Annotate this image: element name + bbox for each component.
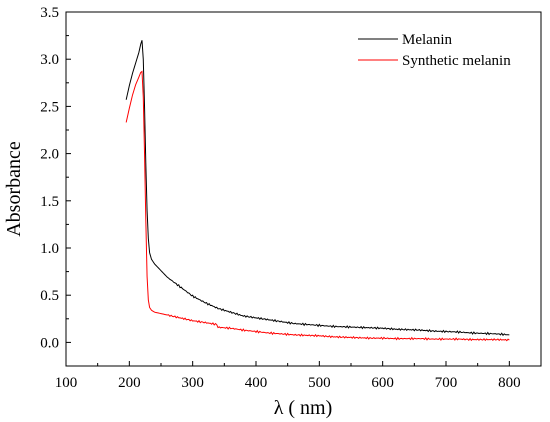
plot-frame: [65, 11, 542, 367]
y-tick-label: 2.0: [40, 147, 59, 163]
y-tick-label: 2.5: [40, 99, 59, 115]
plot-border: [65, 11, 542, 367]
x-tick-label: 800: [498, 375, 521, 391]
x-axis-title: λ ( nm): [274, 397, 333, 419]
legend: Melanin Synthetic melanin: [358, 32, 511, 69]
x-axis-ticks: 100 200 300 400 500 600 700 800: [55, 361, 542, 391]
x-tick-label: 700: [435, 375, 458, 391]
y-tick-label: 0.5: [40, 288, 59, 304]
legend-label: Melanin: [402, 32, 452, 48]
series-line-synthetic-melanin: [125, 70, 510, 342]
x-tick-label: 400: [245, 375, 268, 391]
x-tick-label: 200: [118, 375, 141, 391]
y-axis-title: Absorbance: [3, 141, 25, 237]
series-line-melanin: [125, 40, 510, 337]
x-tick-label: 500: [308, 375, 331, 391]
y-tick-label: 1.0: [40, 241, 59, 257]
y-tick-label: 3.5: [40, 5, 59, 21]
legend-label: Synthetic melanin: [402, 53, 511, 69]
x-tick-label: 600: [371, 375, 394, 391]
series-lines: [125, 40, 510, 342]
y-tick-label: 0.0: [40, 335, 59, 351]
y-axis-ticks: 0.0 0.5 1.0 1.5 2.0 2.5 3.0 3.5: [40, 5, 71, 367]
x-tick-label: 100: [55, 375, 78, 391]
y-tick-label: 1.5: [40, 194, 59, 210]
x-tick-label: 300: [181, 375, 204, 391]
y-tick-label: 3.0: [40, 52, 59, 68]
